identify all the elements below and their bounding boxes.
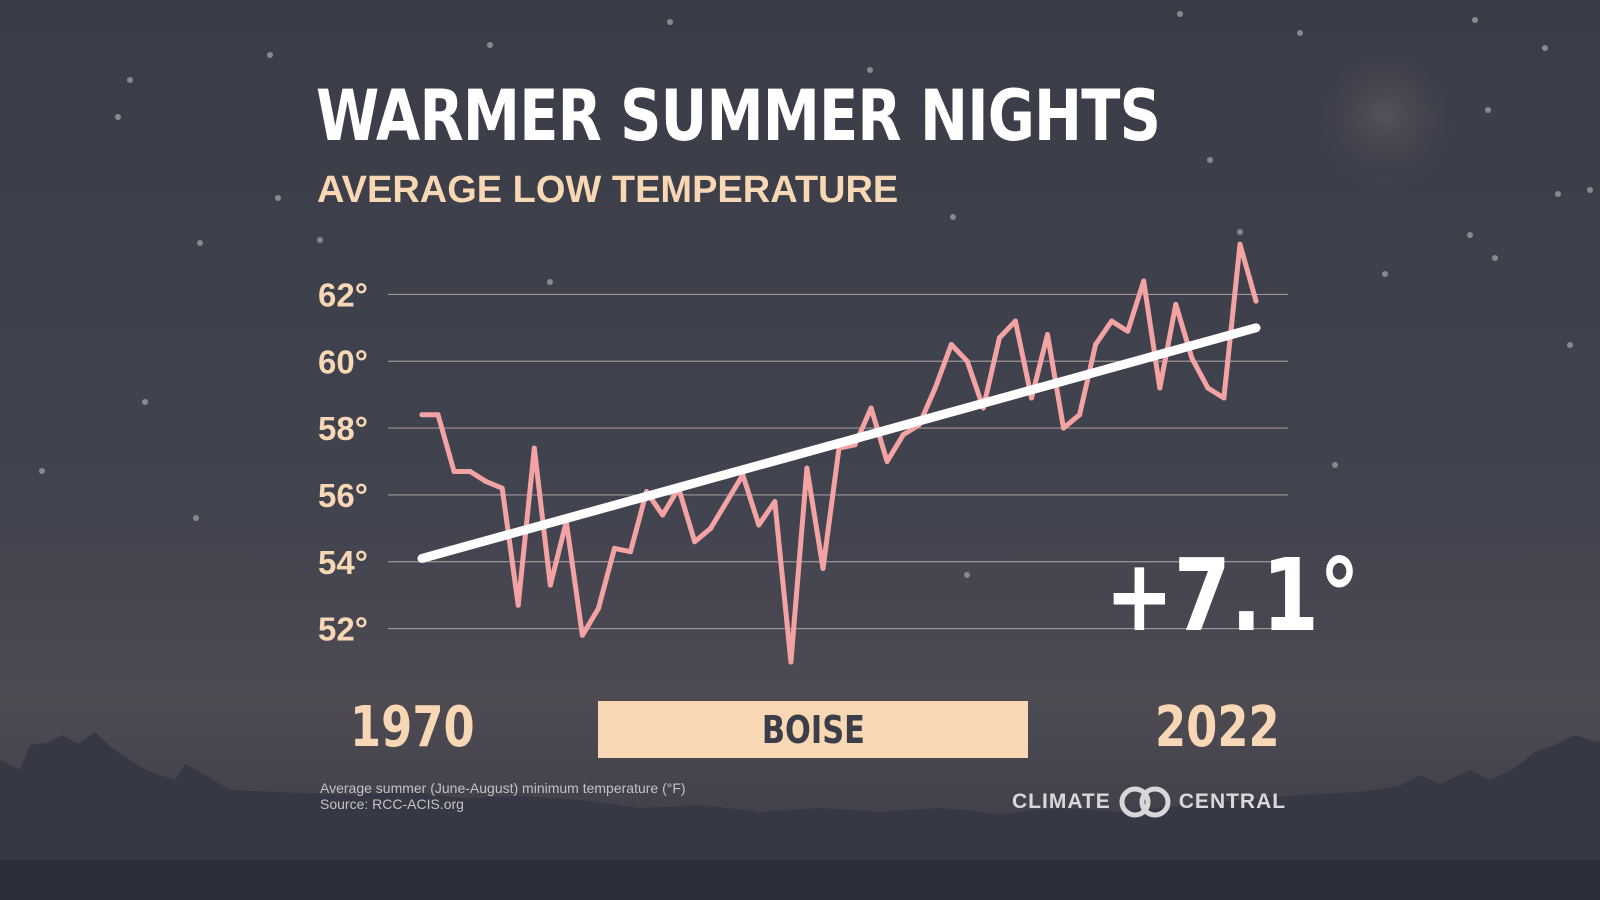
data-point [804,465,810,471]
data-point [1141,278,1147,284]
data-point [515,602,521,608]
climate-central-logo: CLIMATE CENTRAL [1012,785,1286,819]
y-tick-label: 52° [318,611,368,648]
star-dots-icon [39,11,1593,578]
data-point [467,469,473,475]
data-point [996,335,1002,341]
data-point [611,545,617,551]
y-tick-label: 60° [318,343,368,380]
chart-subtitle: AVERAGE LOW TEMPERATURE [317,169,899,211]
footnote: Average summer (June-August) minimum tem… [320,780,686,812]
crescent-moon-icon [1300,30,1470,200]
data-point [900,432,906,438]
data-point [772,499,778,505]
data-point [884,459,890,464]
data-point [435,412,441,418]
logo-word-left: CLIMATE [1012,790,1111,813]
end-year-label: 2022 [1155,695,1280,760]
data-point [419,412,425,418]
y-tick-label: 62° [318,276,368,313]
data-point [660,512,666,518]
y-axis-ticks: 52° 54° 56° 58° 60° 62° [318,276,368,647]
data-point [1028,395,1034,401]
data-point [708,525,714,531]
data-point [1077,412,1083,418]
data-point [964,358,970,364]
trend-line [417,323,1261,563]
data-point [1125,328,1131,334]
data-point [1237,241,1243,247]
series-layer [417,241,1261,665]
logo-word-right: CENTRAL [1178,790,1287,813]
data-point [1012,318,1018,324]
data-point [1221,395,1227,401]
data-point [1205,385,1211,391]
data-point [547,582,553,588]
y-tick-label: 56° [318,477,368,514]
temperature-change-label: +7.1° [1105,537,1360,654]
footnote-description: Average summer (June-August) minimum tem… [320,780,686,796]
data-point [820,565,826,571]
data-point [579,632,585,638]
chart-title: WARMER SUMMER NIGHTS [316,75,1161,157]
data-point [932,385,938,391]
climate-central-rings-icon [1119,786,1171,818]
start-year-label: 1970 [350,695,475,760]
data-point [724,499,730,505]
tree-silhouette-icon [0,732,1600,900]
data-point [868,405,874,411]
y-tick-label: 54° [318,544,368,581]
footnote-source: Source: RCC-ACIS.org [320,796,464,812]
data-point [1093,342,1099,348]
data-point [756,522,762,528]
data-point [531,445,537,451]
data-point [499,485,505,491]
location-badge: BOISE [598,701,1028,758]
ground-strip [0,860,1600,900]
data-point [1189,355,1195,361]
data-point [451,469,457,475]
data-point [595,606,601,612]
data-point [948,342,954,348]
data-point [1045,332,1050,338]
y-tick-label: 58° [318,410,368,447]
data-point [1061,425,1067,431]
data-point [483,479,489,485]
data-point [692,539,698,545]
data-point [1157,385,1163,391]
data-point [788,659,794,665]
data-point [628,549,633,555]
data-point [1109,318,1115,324]
data-point [1173,301,1179,307]
location-label: BOISE [761,707,865,752]
data-point [1253,298,1259,304]
